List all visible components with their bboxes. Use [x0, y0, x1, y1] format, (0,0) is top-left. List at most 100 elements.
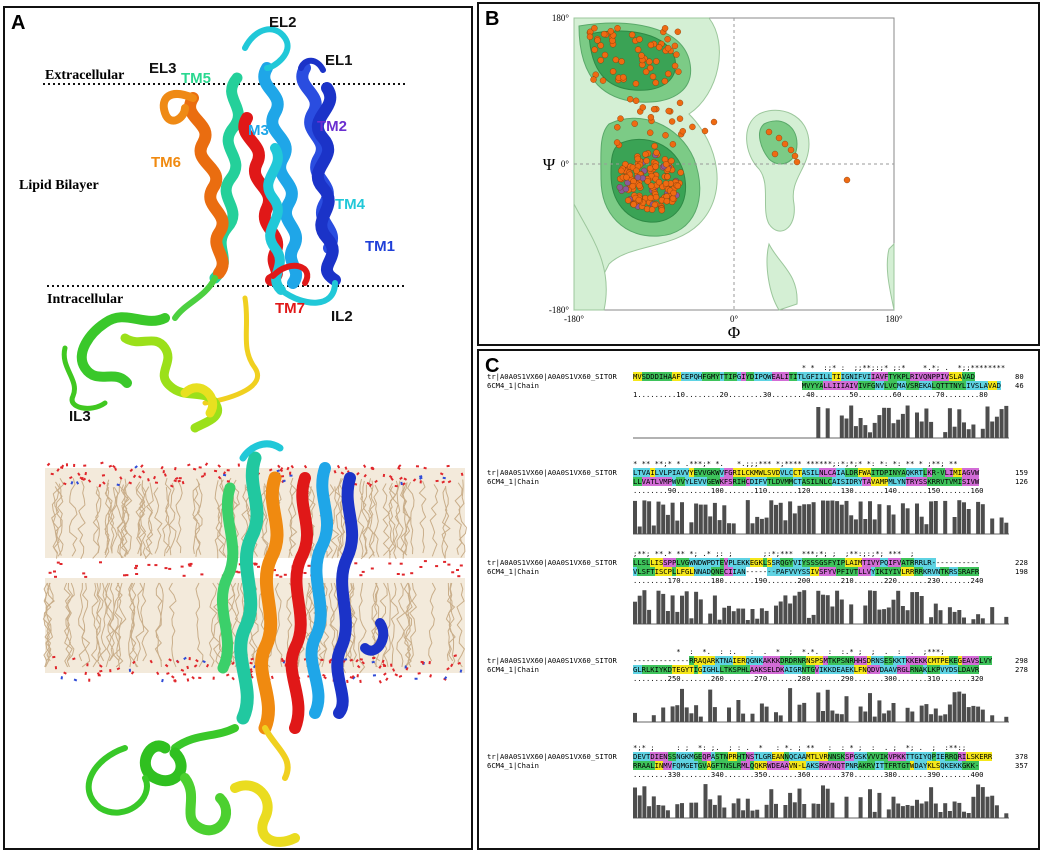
axis-label-phi: Φ	[728, 323, 740, 342]
il3-helix-1	[76, 312, 170, 388]
conservation-bar	[642, 500, 647, 534]
conservation-bar	[637, 526, 642, 534]
conservation-bar	[919, 596, 924, 624]
panel-label-a: A	[11, 12, 26, 34]
conservation-bar	[872, 422, 877, 438]
conservation-bar	[689, 713, 694, 722]
residue-point	[665, 107, 672, 115]
conservation-bar	[741, 810, 746, 818]
conservation-bar	[821, 785, 825, 818]
conservation-bar	[661, 504, 666, 534]
conservation-bar	[788, 603, 793, 624]
conservation-bar	[745, 798, 750, 818]
label-el3: EL3	[149, 60, 177, 77]
conservation-bar	[802, 504, 807, 534]
il3-helix-3	[61, 345, 108, 411]
conservation-bar	[980, 618, 985, 624]
conservation-bar	[999, 409, 1004, 438]
conservation-bar	[905, 707, 910, 722]
conservation-bar	[656, 501, 661, 534]
label-tm2: TM2	[317, 118, 347, 135]
conservation-bar	[868, 693, 872, 722]
conservation-bar	[990, 607, 995, 624]
conservation-bar	[952, 801, 957, 818]
position-ruler: ........330.......340.......350.......36…	[633, 770, 984, 779]
seq1-end-position: 228	[1015, 558, 1028, 567]
conservation-bar	[647, 609, 652, 624]
conservation-bar	[769, 789, 774, 818]
conservation-bar	[938, 812, 943, 818]
conservation-bar	[877, 415, 882, 438]
conservation-bar	[910, 592, 915, 624]
label-el2: EL2	[269, 14, 297, 31]
residue-point	[607, 28, 615, 35]
conservation-bar	[802, 804, 807, 818]
tick-x-180: 180°	[885, 314, 903, 324]
seq1-residues: MVSDDDIHAAFCEPQHFGMYTTIPGIYDIPQWEALITITL…	[633, 372, 975, 381]
residue-point	[646, 165, 654, 172]
conservation-bar	[637, 795, 642, 818]
residue-point	[591, 46, 598, 53]
conservation-bar	[661, 707, 666, 722]
conservation-bar	[924, 524, 929, 534]
conservation-bar	[839, 415, 844, 438]
seq1-end-position: 378	[1015, 752, 1028, 761]
seq1-name: tr|A0A0S1VX60|A0A0S1VX60_SITOR	[487, 656, 617, 665]
conservation-bar	[816, 407, 821, 438]
conservation-bar	[957, 691, 962, 722]
residue-point	[655, 44, 663, 51]
seq2-name: 6CM4_1|Chain	[487, 665, 539, 674]
residue-point	[771, 150, 779, 158]
residue-point	[631, 120, 638, 127]
residue-point	[648, 182, 655, 189]
conservation-bar	[825, 500, 830, 534]
conservation-bar	[764, 804, 769, 818]
conservation-bar	[910, 805, 915, 818]
conservation-bar	[858, 706, 863, 722]
residue-point	[643, 157, 650, 165]
conservation-histogram	[633, 784, 1009, 819]
conservation-bar	[811, 502, 816, 534]
conservation-bar	[999, 517, 1004, 534]
loop-el2	[242, 26, 291, 71]
conservation-bar	[637, 595, 642, 624]
conservation-bar	[976, 614, 981, 624]
residue-point	[658, 206, 666, 214]
panel-label-c: C	[485, 355, 500, 377]
seq1-end-position: 80	[1015, 372, 1024, 381]
conservation-bar	[830, 606, 835, 624]
conservation-bar	[689, 802, 694, 818]
conservation-bar	[933, 501, 938, 534]
conservation-bar	[830, 802, 835, 818]
conservation-bar	[863, 519, 868, 534]
seq2-end-position: 46	[1015, 381, 1024, 390]
conservation-bar	[633, 712, 637, 722]
gpcr-membrane-structure	[42, 26, 467, 847]
helix-bundle	[61, 26, 341, 433]
conservation-bar	[980, 428, 985, 438]
conservation-bar	[698, 504, 703, 534]
conservation-bar	[727, 707, 731, 722]
residue-point	[636, 182, 643, 189]
residue-point	[662, 180, 670, 187]
conservation-bar	[736, 700, 741, 722]
conservation-bar	[698, 599, 703, 624]
residue-point	[647, 113, 655, 121]
conservation-bar	[1004, 405, 1009, 438]
conservation-bar	[774, 803, 778, 818]
conservation-bar	[915, 799, 919, 818]
seq2-name: 6CM4_1|Chain	[487, 381, 539, 390]
residue-point	[628, 31, 636, 38]
residue-point	[662, 161, 670, 168]
tick-y-0: 0°	[561, 159, 570, 169]
conservation-bar	[665, 514, 670, 534]
residue-point	[597, 42, 604, 49]
seq2-residues: RRAALINMVFQMGETGVAGFTNSLRMLQQKRWDEAAVN-L…	[633, 761, 980, 770]
conservation-bar	[806, 617, 811, 624]
conservation-bar	[792, 802, 797, 818]
conservation-bar	[966, 509, 971, 534]
conservation-bar	[745, 500, 750, 534]
conservation-bar	[1004, 813, 1009, 818]
conservation-bar	[802, 702, 807, 722]
conservation-bar	[900, 503, 905, 534]
